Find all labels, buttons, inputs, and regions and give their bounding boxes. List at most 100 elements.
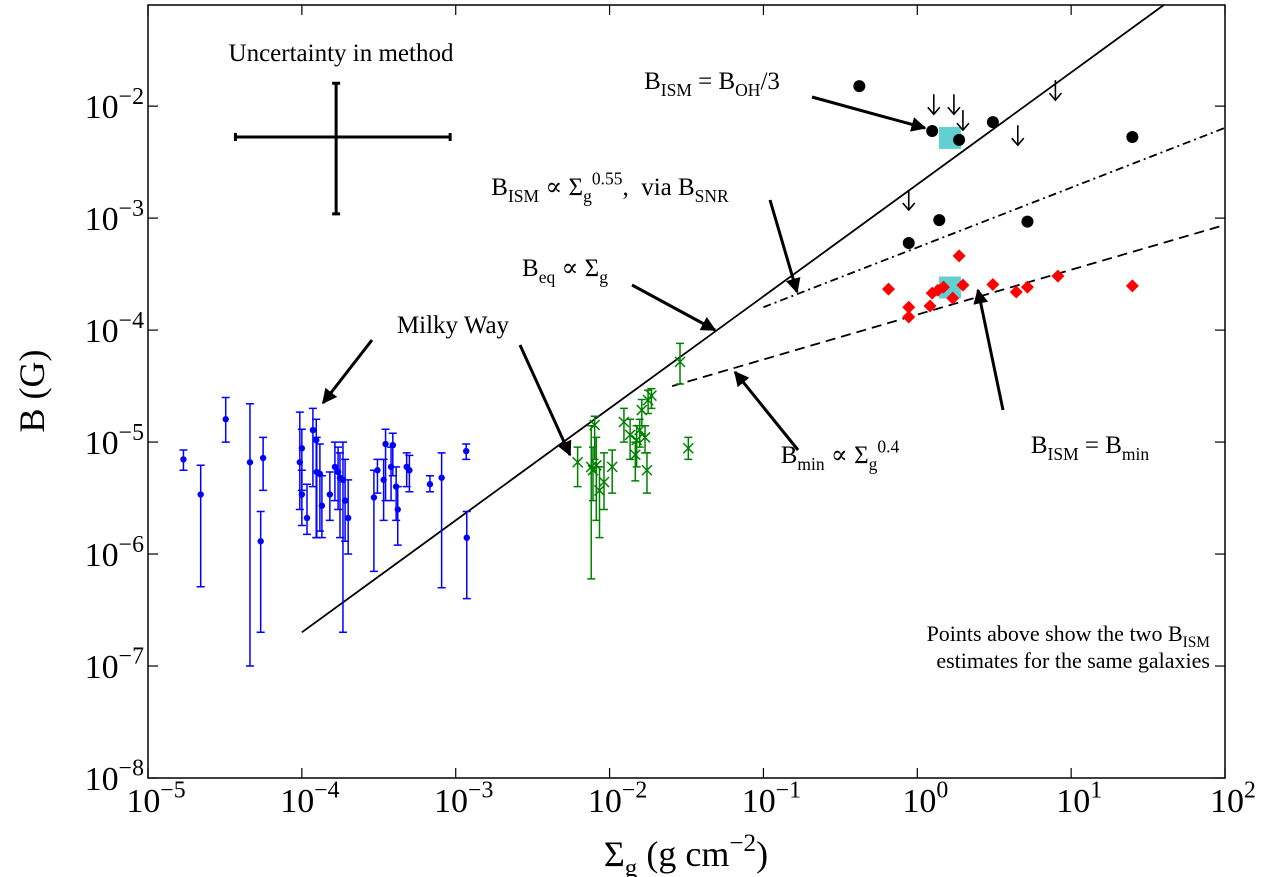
point <box>953 133 966 146</box>
text-part: ∝ Σ <box>825 442 869 469</box>
point <box>606 461 618 473</box>
upper-limit <box>927 94 941 116</box>
upper-limit <box>902 190 916 212</box>
point <box>986 116 999 129</box>
text-part: g <box>583 186 592 206</box>
text-part: ISM <box>1183 634 1211 651</box>
text-part: g <box>625 855 638 877</box>
text-part: estimates for the same galaxies <box>936 648 1210 673</box>
y-tick-label: 10−8 <box>85 756 144 798</box>
point <box>572 456 584 468</box>
x-tick-label: 10−2 <box>588 778 647 820</box>
y-tick-label: 10−7 <box>85 644 144 686</box>
arrow <box>973 288 1005 411</box>
point <box>298 445 306 452</box>
text-part: 10 <box>85 649 119 686</box>
plot-area <box>179 5 1225 667</box>
point <box>389 441 396 449</box>
text-part: 10 <box>126 783 160 820</box>
text-part: −1 <box>776 778 801 804</box>
point <box>1020 280 1034 294</box>
text-part: ) <box>756 834 768 874</box>
point <box>641 464 653 476</box>
error-bar <box>462 510 471 600</box>
point <box>463 447 470 455</box>
uncertainty-x <box>233 133 452 142</box>
x-tick-label: 10−4 <box>280 778 339 820</box>
point <box>374 467 381 474</box>
text-part: 10 <box>85 537 119 574</box>
point <box>1021 215 1034 228</box>
error-bar <box>437 452 446 589</box>
error-bar <box>297 469 306 527</box>
point <box>298 491 306 498</box>
error-bar <box>381 428 390 502</box>
y-axis-label: B (G) <box>12 350 52 433</box>
text-part: Points above show the two B <box>927 621 1183 646</box>
point <box>589 419 601 431</box>
text-part: 0.55 <box>592 169 623 189</box>
point <box>1009 285 1023 299</box>
point <box>222 416 229 423</box>
text-part: ISM <box>1048 444 1080 464</box>
text-part: = B <box>1079 432 1122 459</box>
error-bar <box>573 446 582 488</box>
point <box>853 80 866 93</box>
point <box>634 424 646 436</box>
point <box>1051 269 1065 283</box>
error-bar <box>608 449 617 494</box>
text-part: ∝ Σ <box>555 255 599 282</box>
point <box>331 463 339 471</box>
point <box>902 300 916 314</box>
x-tick-label: 102 <box>1210 778 1256 820</box>
point <box>902 236 915 249</box>
plot-frame <box>147 4 1226 779</box>
point <box>624 429 636 441</box>
text-part: 10 <box>1056 783 1090 820</box>
text-part: B <box>644 68 661 95</box>
point <box>682 442 694 454</box>
y-tick-label: 10−4 <box>85 308 144 350</box>
annotation: Beq ∝ Σg <box>522 255 608 287</box>
text-part: 10 <box>85 201 119 238</box>
text-part: 10 <box>588 783 622 820</box>
text-part: min <box>1122 444 1149 464</box>
annotation: BISM ∝ Σg0.55, via BSNR <box>491 169 729 207</box>
point <box>344 514 352 522</box>
arrow <box>733 370 800 451</box>
text-part: −7 <box>119 644 144 670</box>
upper-limit <box>1011 125 1025 147</box>
annotation: Uncertainty in method <box>229 40 454 67</box>
point <box>593 484 606 496</box>
annotation: Points above show the two BISM <box>927 621 1211 651</box>
annotation: Milky Way <box>397 312 510 339</box>
upper-limit <box>947 94 961 116</box>
point <box>370 494 378 501</box>
point <box>463 534 470 541</box>
text-part: −4 <box>119 308 144 334</box>
text-part: 0 <box>936 778 948 804</box>
text-part: 10 <box>1210 783 1244 820</box>
fit-line <box>671 224 1225 387</box>
point <box>1126 131 1139 144</box>
text-part: B <box>491 174 508 201</box>
text-part: g <box>599 267 608 287</box>
point <box>438 474 445 481</box>
arrow <box>768 199 801 294</box>
point <box>926 124 939 137</box>
arrow <box>811 95 927 132</box>
text-part: 10 <box>434 783 468 820</box>
error-bar <box>303 483 311 536</box>
annotation-arrows <box>321 95 1005 457</box>
point <box>946 291 960 305</box>
text-part: min <box>797 454 824 474</box>
text-part: −8 <box>119 756 144 782</box>
point <box>259 454 267 462</box>
text-part: 10 <box>85 89 119 126</box>
text-part: 10 <box>742 783 776 820</box>
error-bar <box>245 402 254 667</box>
error-bar <box>647 387 656 410</box>
text-part: B <box>1031 432 1048 459</box>
annotation: BISM = BOH/3 <box>644 68 780 100</box>
